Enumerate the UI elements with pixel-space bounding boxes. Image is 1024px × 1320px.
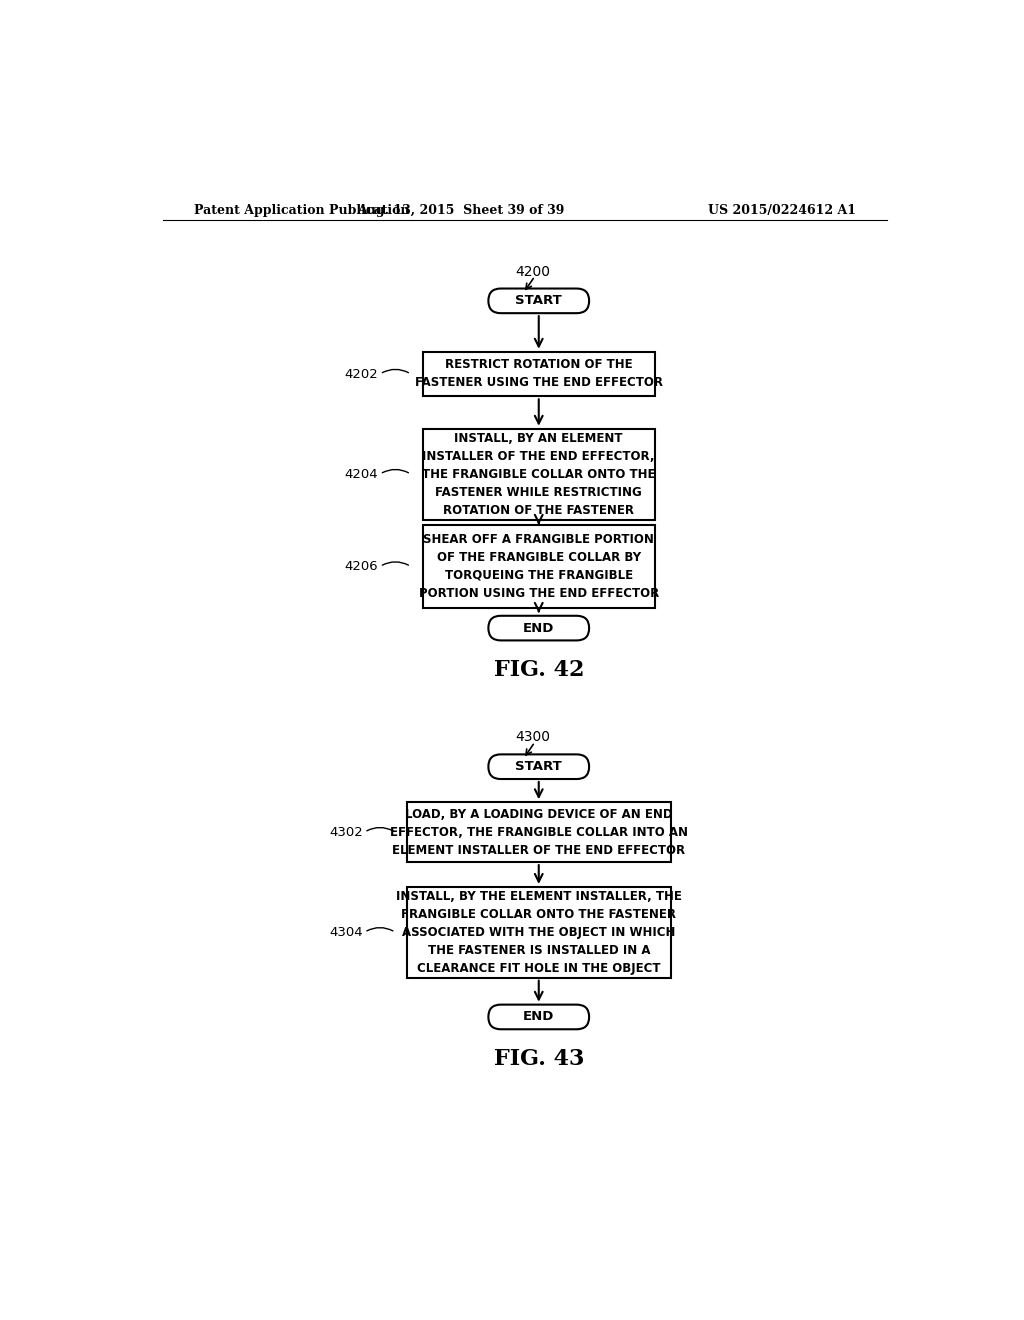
Text: START: START — [515, 294, 562, 308]
Text: 4202: 4202 — [344, 367, 378, 380]
Bar — [423, 429, 655, 520]
Text: END: END — [523, 622, 554, 635]
Text: US 2015/0224612 A1: US 2015/0224612 A1 — [709, 205, 856, 218]
Text: FIG. 43: FIG. 43 — [494, 1048, 584, 1071]
Text: END: END — [523, 1010, 554, 1023]
FancyBboxPatch shape — [488, 755, 589, 779]
Bar — [407, 803, 671, 862]
Bar — [423, 351, 655, 396]
Text: SHEAR OFF A FRANGIBLE PORTION
OF THE FRANGIBLE COLLAR BY
TORQUEING THE FRANGIBLE: SHEAR OFF A FRANGIBLE PORTION OF THE FRA… — [419, 533, 658, 601]
Text: 4206: 4206 — [345, 560, 378, 573]
FancyBboxPatch shape — [488, 1005, 589, 1030]
Text: 4200: 4200 — [515, 264, 551, 279]
Text: 4204: 4204 — [345, 467, 378, 480]
FancyBboxPatch shape — [488, 615, 589, 640]
Text: START: START — [515, 760, 562, 774]
Bar — [407, 887, 671, 978]
Text: 4304: 4304 — [329, 925, 362, 939]
Text: Patent Application Publication: Patent Application Publication — [194, 205, 410, 218]
Text: LOAD, BY A LOADING DEVICE OF AN END
EFFECTOR, THE FRANGIBLE COLLAR INTO AN
ELEME: LOAD, BY A LOADING DEVICE OF AN END EFFE… — [390, 808, 688, 857]
Bar — [423, 525, 655, 609]
Text: INSTALL, BY THE ELEMENT INSTALLER, THE
FRANGIBLE COLLAR ONTO THE FASTENER
ASSOCI: INSTALL, BY THE ELEMENT INSTALLER, THE F… — [396, 890, 682, 974]
Text: 4302: 4302 — [329, 825, 362, 838]
Text: 4300: 4300 — [515, 730, 551, 744]
FancyBboxPatch shape — [488, 289, 589, 313]
Text: Aug. 13, 2015  Sheet 39 of 39: Aug. 13, 2015 Sheet 39 of 39 — [357, 205, 565, 218]
Text: FIG. 42: FIG. 42 — [494, 660, 584, 681]
Text: RESTRICT ROTATION OF THE
FASTENER USING THE END EFFECTOR: RESTRICT ROTATION OF THE FASTENER USING … — [415, 359, 663, 389]
Text: INSTALL, BY AN ELEMENT
INSTALLER OF THE END EFFECTOR,
THE FRANGIBLE COLLAR ONTO : INSTALL, BY AN ELEMENT INSTALLER OF THE … — [422, 432, 655, 516]
